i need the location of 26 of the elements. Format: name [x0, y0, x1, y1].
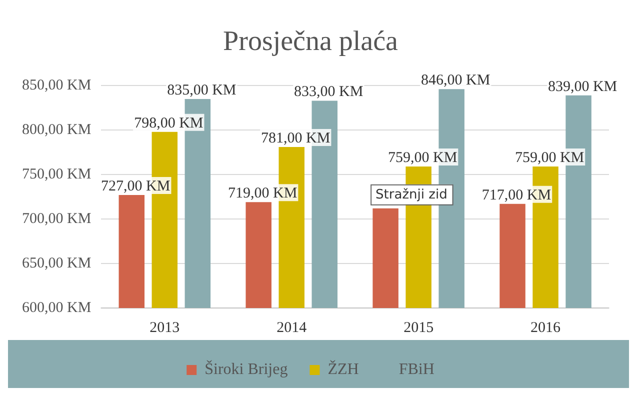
legend-label: ŽZH: [328, 360, 360, 378]
data-label: 759,00 KM: [514, 150, 584, 166]
data-label: 727,00 KM: [101, 178, 170, 194]
annotation: Stražnji zid: [376, 188, 448, 203]
data-label: 835,00 KM: [167, 82, 236, 98]
data-label: 798,00 KM: [134, 115, 204, 132]
x-tick-label: 2014: [276, 320, 308, 336]
data-label: 781,00 KM: [261, 130, 330, 146]
data-label: 717,00 KM: [482, 187, 552, 204]
data-label: 833,00 KM: [294, 84, 364, 100]
legend-label: Široki Brijeg: [204, 360, 288, 378]
y-tick-label: 700,00 KM: [22, 210, 92, 227]
x-tick-label: 2016: [530, 320, 562, 336]
y-tick-label: 750,00 KM: [22, 166, 92, 182]
y-tick-label: 650,00 KM: [22, 255, 92, 272]
data-label: 759,00 KM: [388, 150, 458, 166]
x-tick-label: 2013: [150, 320, 180, 336]
y-tick-label: 600,00 KM: [22, 300, 92, 316]
chart-title: Prosječna plaća: [223, 26, 399, 58]
series-label: FBiH: [398, 361, 435, 378]
y-tick-label: 850,00 KM: [22, 78, 92, 94]
data-label: 719,00 KM: [228, 186, 298, 202]
data-label: 839,00 KM: [548, 78, 618, 95]
x-tick-label: 2015: [404, 320, 434, 336]
y-tick-label: 800,00 KM: [22, 122, 92, 138]
data-label: 846,00 KM: [420, 72, 490, 89]
